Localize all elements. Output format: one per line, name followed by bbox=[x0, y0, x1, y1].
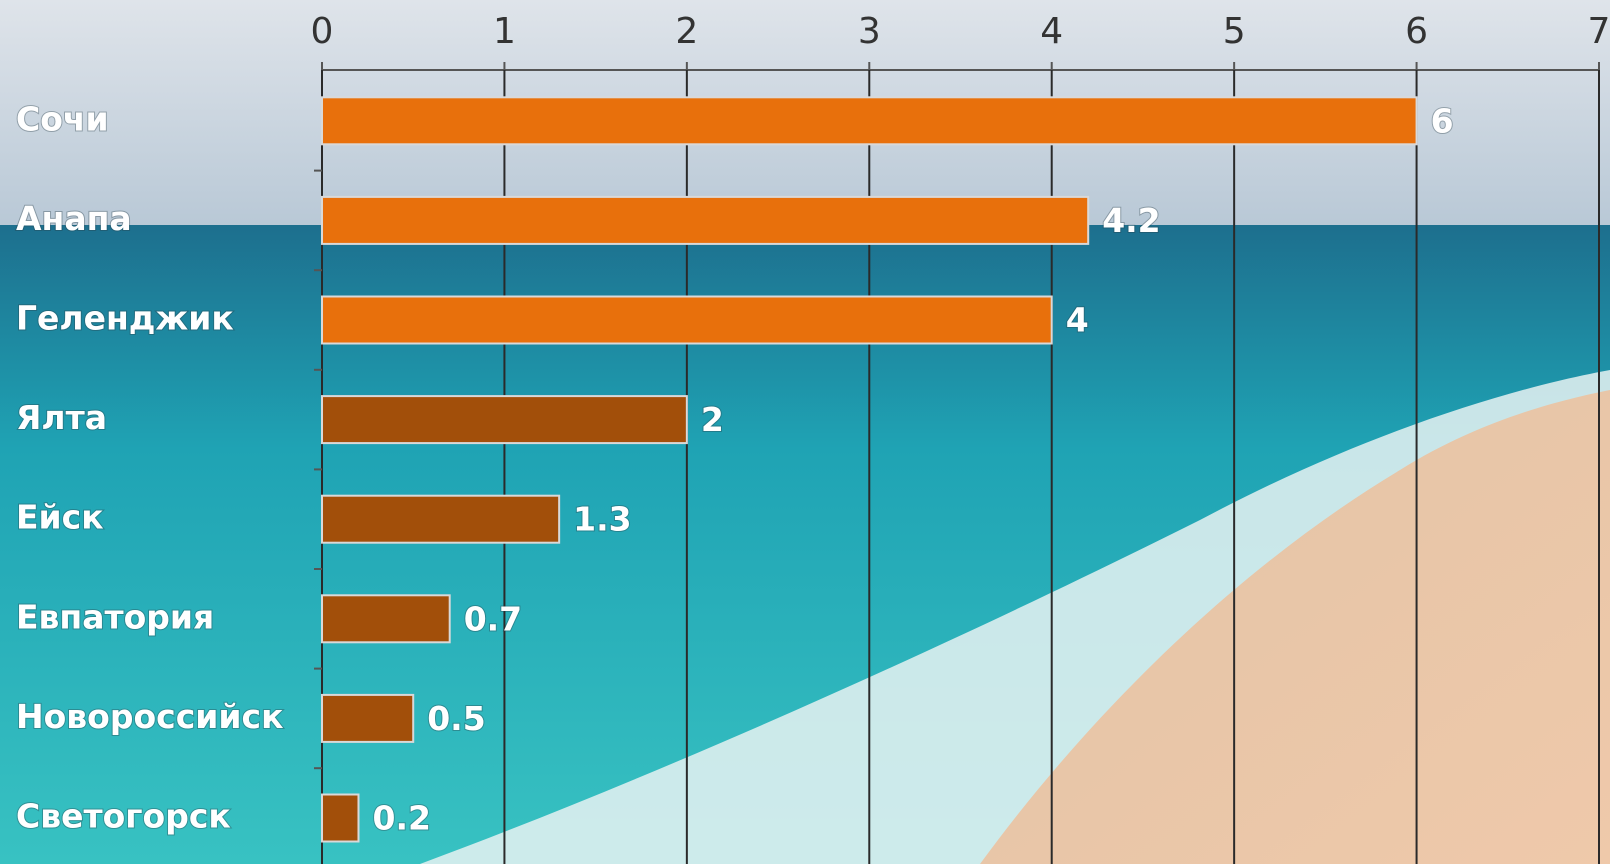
x-tick-label: 3 bbox=[858, 11, 881, 52]
x-tick-label: 7 bbox=[1588, 11, 1610, 52]
bar bbox=[322, 97, 1417, 144]
y-tick-label: Ейск bbox=[16, 498, 104, 537]
value-label: 6 bbox=[1431, 101, 1454, 140]
bar bbox=[322, 396, 687, 443]
x-tick-label: 5 bbox=[1223, 11, 1246, 52]
bar bbox=[322, 695, 413, 742]
bar bbox=[322, 595, 450, 642]
value-label: 0.7 bbox=[464, 599, 522, 638]
y-tick-label: Анапа bbox=[16, 199, 132, 238]
value-label: 1.3 bbox=[573, 500, 631, 539]
bar bbox=[322, 795, 358, 842]
chart: 0 1 2 3 4 5 6 7 Сочи 6 Анапа 4.2 Геленджик 4 Ялта 2 Ейск… bbox=[0, 0, 1610, 864]
y-tick-label: Евпатория bbox=[16, 597, 214, 636]
y-tick-label: Сочи bbox=[16, 99, 109, 138]
x-tick-label: 1 bbox=[493, 11, 516, 52]
bar bbox=[322, 197, 1088, 244]
value-label: 2 bbox=[701, 400, 724, 439]
y-tick-label: Геленджик bbox=[16, 299, 234, 338]
value-label: 0.5 bbox=[427, 699, 485, 738]
x-tick-label: 6 bbox=[1405, 11, 1428, 52]
value-label: 0.2 bbox=[372, 799, 430, 838]
x-tick-label: 4 bbox=[1040, 11, 1063, 52]
value-label: 4.2 bbox=[1102, 201, 1160, 240]
x-tick-label: 0 bbox=[311, 11, 334, 52]
y-tick-label: Светогорск bbox=[16, 797, 231, 836]
bar bbox=[322, 496, 559, 543]
value-label: 4 bbox=[1066, 301, 1089, 340]
x-tick-label: 2 bbox=[675, 11, 698, 52]
y-tick-label: Ялта bbox=[16, 398, 107, 437]
bar bbox=[322, 297, 1052, 344]
y-tick-label: Новороссийск bbox=[16, 697, 283, 736]
